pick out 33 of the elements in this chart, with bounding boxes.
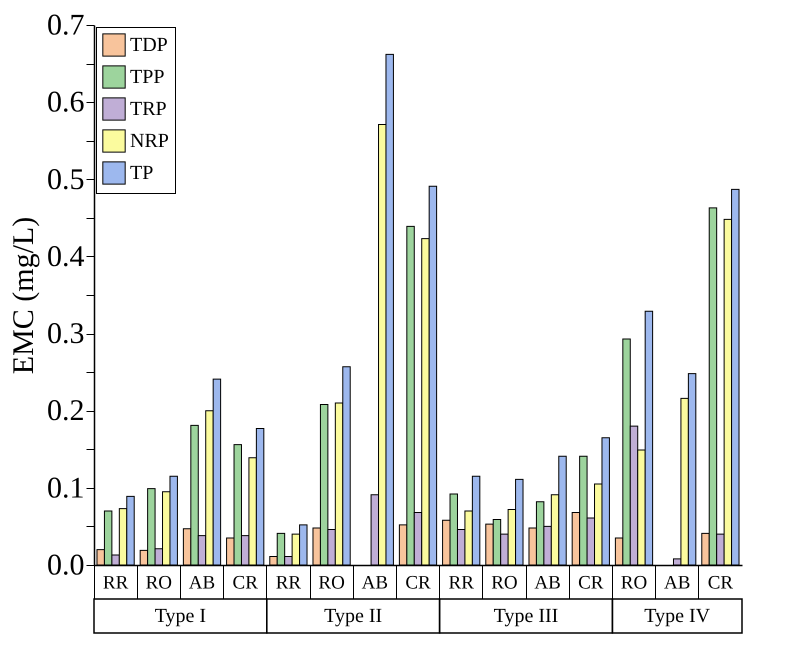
x-tick-label: RR — [276, 572, 302, 594]
x-tick-label: AB — [362, 572, 388, 594]
legend-label: TP — [130, 162, 154, 184]
text: Type II — [324, 605, 382, 627]
y-tick-label: 0.1 — [47, 471, 84, 504]
x-tick-label: RO — [491, 572, 518, 594]
y-tick-label: 0.7 — [47, 8, 84, 42]
y-tick-label: 0.3 — [47, 317, 84, 350]
text: Type IV — [644, 605, 711, 627]
legend-label: NRP — [130, 130, 169, 152]
x-tick-label: CR — [405, 572, 431, 594]
y-tick-label: 0.0 — [47, 548, 84, 582]
x-tick-label: RO — [318, 572, 345, 594]
x-tick-label: AB — [188, 572, 216, 594]
y-tick-label: 0.4 — [47, 240, 84, 273]
x-tick-label: CR — [708, 572, 734, 594]
x-tick-label: RR — [102, 572, 129, 594]
x-tick-label: AB — [534, 572, 561, 594]
x-tick-label: AB — [664, 572, 690, 594]
y-tick-label: 0.2 — [47, 394, 84, 428]
legend-label: TPP — [130, 66, 164, 88]
y-tick-label: 0.5 — [47, 162, 84, 196]
x-tick-label: RO — [620, 572, 648, 594]
x-tick-label: CR — [232, 572, 258, 594]
legend-label: TDP — [130, 34, 168, 56]
x-tick-label: RR — [448, 572, 474, 594]
y-tick-label: 0.6 — [47, 86, 84, 119]
x-tick-label: RO — [146, 572, 172, 594]
x-tick-label: CR — [578, 572, 604, 594]
text: Type I — [154, 605, 206, 627]
legend-label: TRP — [130, 98, 167, 120]
y-axis-title: EMC (mg/L) — [7, 216, 40, 374]
text: Type III — [494, 605, 558, 627]
